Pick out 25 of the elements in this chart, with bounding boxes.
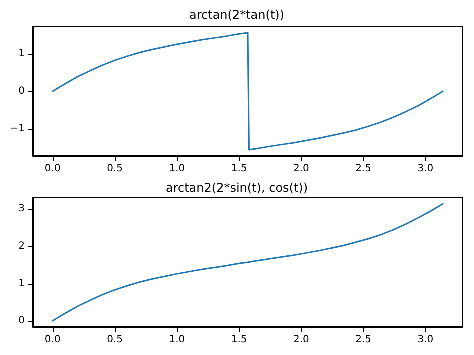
line-series <box>52 203 444 322</box>
x-tick-label: 0.5 <box>107 164 123 174</box>
y-tick-label: 3 <box>18 204 25 215</box>
x-tick-label: 0.0 <box>44 164 61 174</box>
y-tick-label: −1 <box>10 123 25 134</box>
x-tick-label: 0.5 <box>107 334 123 346</box>
x-tick-label: 2.5 <box>356 334 372 346</box>
chart-title: arctan(2*tan(t)) <box>189 8 285 22</box>
x-tick-label: 3.0 <box>418 164 434 174</box>
y-tick-label: 1 <box>18 48 25 60</box>
x-tick-label: 0.0 <box>44 334 61 346</box>
y-tick-label: 0 <box>18 316 25 327</box>
x-tick-label: 2.0 <box>293 164 310 174</box>
x-tick-label: 2.0 <box>293 334 310 346</box>
y-tick-label: 0 <box>18 86 25 97</box>
line-series <box>52 32 444 151</box>
y-tick-label: 1 <box>18 278 25 290</box>
x-tick-label: 2.5 <box>356 164 372 174</box>
x-tick-label: 3.0 <box>418 334 434 346</box>
y-tick-label: 2 <box>18 240 25 252</box>
x-tick-label: 1.5 <box>231 164 248 174</box>
x-tick-label: 1.0 <box>169 164 186 174</box>
x-tick-label: 1.0 <box>169 334 186 346</box>
x-tick-label: 1.5 <box>231 334 248 346</box>
chart-title: arctan2(2*sin(t), cos(t)) <box>166 181 308 195</box>
